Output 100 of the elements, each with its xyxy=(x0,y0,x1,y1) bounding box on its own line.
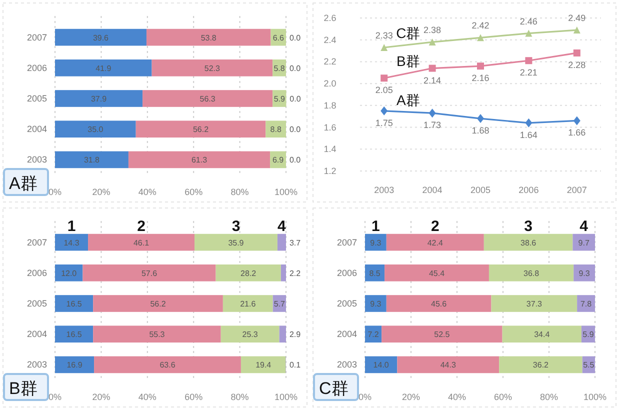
point xyxy=(380,74,388,82)
data-label: 52.3 xyxy=(204,64,221,73)
point xyxy=(380,44,388,52)
data-label: 44.3 xyxy=(440,360,456,370)
data-label: 14.3 xyxy=(64,238,80,248)
data-label: 16.9 xyxy=(66,360,83,370)
bar xyxy=(94,356,241,374)
bar xyxy=(55,28,146,46)
y-tick-label: 1.2 xyxy=(324,166,336,176)
data-label: 0.0 xyxy=(289,33,302,42)
y-tick-label: 1.4 xyxy=(324,144,336,154)
data-label: 2.14 xyxy=(424,75,442,86)
data-label: 2.28 xyxy=(568,60,586,70)
bar xyxy=(216,264,281,282)
bar xyxy=(277,234,286,251)
data-label: 2.9 xyxy=(289,330,302,340)
point xyxy=(525,57,532,64)
data-label: 63.6 xyxy=(160,360,176,370)
x-tick-label: 2005 xyxy=(470,185,491,195)
title: C群 xyxy=(313,373,359,401)
data-label: 56.2 xyxy=(192,125,210,134)
data-label: 1.66 xyxy=(568,128,586,138)
bar xyxy=(55,151,128,168)
data-label: 41.9 xyxy=(96,64,112,73)
bar xyxy=(382,326,502,343)
y-tick-label: 2007 xyxy=(26,237,47,248)
data-label: 2.49 xyxy=(568,13,586,24)
data-label: 5.9 xyxy=(274,94,286,104)
bar xyxy=(484,234,573,251)
bar xyxy=(93,295,223,312)
data-label: 2.42 xyxy=(472,20,490,31)
data-label: 7.8 xyxy=(580,300,592,308)
y-tick-label: 2.0 xyxy=(324,78,336,89)
data-label: 53.8 xyxy=(200,33,217,42)
y-tick-label: 2003 xyxy=(336,360,357,370)
data-label: 52.5 xyxy=(434,330,450,340)
x-tick-label: 60% xyxy=(184,187,203,197)
x-tick-label: 80% xyxy=(230,392,249,402)
bar xyxy=(55,234,88,251)
bar xyxy=(279,326,286,343)
data-label: 2.2 xyxy=(289,268,302,278)
bar xyxy=(55,356,94,374)
y-tick-label: 2005 xyxy=(26,94,47,104)
bar xyxy=(93,326,221,343)
bar xyxy=(365,326,382,343)
point xyxy=(573,116,580,126)
bar xyxy=(55,90,143,107)
x-tick-label: 0% xyxy=(358,392,372,402)
bar xyxy=(491,295,578,312)
series-label: 4 xyxy=(580,218,589,235)
data-label: 9.3 xyxy=(578,268,590,278)
point xyxy=(573,49,580,56)
bar xyxy=(365,264,385,282)
data-label: 12.0 xyxy=(61,268,78,278)
data-label: 5.9 xyxy=(582,330,594,340)
data-label: 61.3 xyxy=(191,156,208,165)
data-label: 21.6 xyxy=(240,300,256,308)
bar xyxy=(55,264,83,282)
bar xyxy=(194,234,278,251)
data-label: 8.5 xyxy=(369,268,381,278)
point xyxy=(525,118,532,128)
bar xyxy=(82,264,216,282)
y-tick-label: 2006 xyxy=(336,268,357,278)
data-label: 2.33 xyxy=(375,30,393,41)
data-label: 35.0 xyxy=(88,125,104,134)
x-tick-label: 80% xyxy=(540,392,558,402)
bar xyxy=(128,151,270,168)
point xyxy=(477,114,484,124)
x-tick-label: 100% xyxy=(583,392,607,402)
bar xyxy=(574,264,595,282)
data-label: 9.3 xyxy=(370,300,382,308)
bar xyxy=(266,120,286,138)
data-label: 3.7 xyxy=(289,238,302,248)
x-tick-label: 2004 xyxy=(422,185,442,195)
bar xyxy=(577,295,595,312)
y-tick-label: 2.4 xyxy=(324,34,336,45)
bar xyxy=(240,356,286,374)
x-tick-label: 60% xyxy=(494,392,512,402)
point xyxy=(477,62,484,70)
data-label: 2.38 xyxy=(424,25,442,36)
data-label: 16.5 xyxy=(66,300,82,308)
data-label: 36.2 xyxy=(532,360,550,370)
data-label: 5.8 xyxy=(274,64,286,73)
point xyxy=(573,26,580,34)
data-label: 34.4 xyxy=(534,330,550,340)
data-label: 38.6 xyxy=(520,238,537,248)
x-tick-label: 100% xyxy=(274,187,298,197)
bar xyxy=(55,295,94,312)
data-label: 2.21 xyxy=(520,68,538,78)
x-tick-label: 0% xyxy=(48,392,62,402)
point xyxy=(477,34,484,42)
x-tick-label: 20% xyxy=(92,392,110,402)
x-tick-label: 20% xyxy=(92,187,110,197)
data-label: 57.6 xyxy=(141,268,158,278)
data-label: 8.8 xyxy=(270,125,282,134)
data-label: 1.64 xyxy=(520,130,538,140)
data-label: 7.2 xyxy=(368,330,380,340)
x-tick-label: 2003 xyxy=(374,185,394,195)
x-tick-label: 40% xyxy=(448,392,466,402)
bar xyxy=(365,356,398,374)
